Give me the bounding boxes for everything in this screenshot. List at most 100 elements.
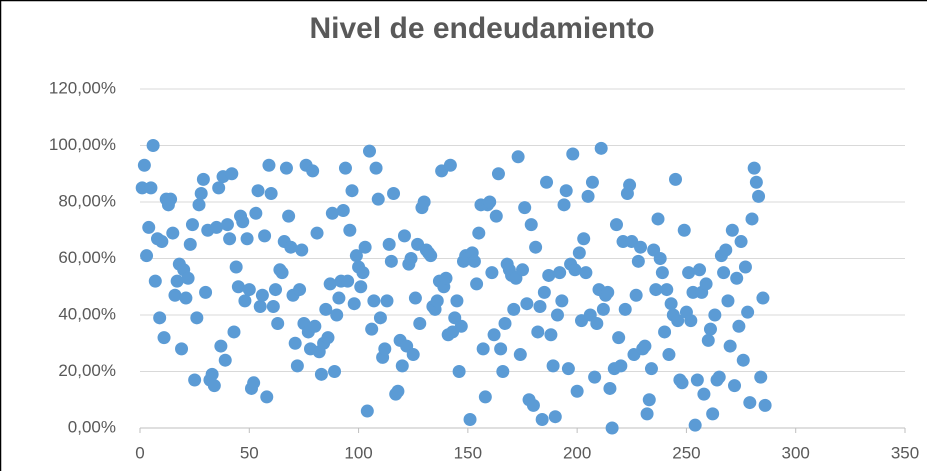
point <box>238 294 252 308</box>
point <box>634 240 648 254</box>
point <box>229 260 243 274</box>
point <box>293 283 307 297</box>
point <box>544 328 558 342</box>
point <box>533 300 547 314</box>
x-tick-label: 350 <box>891 443 919 462</box>
point <box>752 189 766 203</box>
point <box>185 218 199 232</box>
point <box>408 291 422 305</box>
point <box>629 288 643 302</box>
point <box>275 266 289 280</box>
point <box>601 285 615 299</box>
point <box>708 308 722 322</box>
point <box>658 325 672 339</box>
point <box>430 294 444 308</box>
point <box>365 322 379 336</box>
point <box>559 184 573 198</box>
point <box>537 285 551 299</box>
point <box>454 319 468 333</box>
point <box>701 333 715 347</box>
point <box>207 379 221 393</box>
point <box>140 249 154 263</box>
point <box>404 252 418 265</box>
point <box>146 139 160 152</box>
point <box>424 249 438 263</box>
point <box>712 370 726 384</box>
point <box>227 325 241 339</box>
point <box>730 271 744 285</box>
point <box>295 243 309 257</box>
point <box>148 274 162 288</box>
point <box>483 195 497 209</box>
point <box>463 413 477 427</box>
point <box>310 226 324 240</box>
point <box>561 362 575 376</box>
point <box>218 353 232 367</box>
point <box>262 158 276 172</box>
point <box>467 254 481 268</box>
point <box>758 398 772 412</box>
point <box>382 237 396 251</box>
point <box>443 158 457 172</box>
point <box>734 235 748 249</box>
point <box>450 294 464 308</box>
point <box>199 285 213 299</box>
point <box>566 147 580 161</box>
x-tick-label: 300 <box>782 443 810 462</box>
point <box>258 229 272 243</box>
point <box>288 336 302 350</box>
point <box>489 209 503 223</box>
point <box>269 283 283 297</box>
point <box>644 362 658 376</box>
point <box>728 379 742 393</box>
point <box>439 271 453 285</box>
point <box>155 235 169 249</box>
point <box>524 218 538 232</box>
point <box>736 353 750 367</box>
point <box>743 396 757 410</box>
point <box>725 223 739 237</box>
point <box>242 283 256 297</box>
y-tick-label: 0,00% <box>68 417 116 436</box>
point <box>662 348 676 362</box>
point <box>210 220 223 234</box>
chart-title: Nivel de endeudamiento <box>309 12 654 45</box>
point <box>603 381 617 395</box>
point <box>690 373 704 387</box>
point <box>478 390 492 404</box>
point <box>618 302 632 316</box>
point <box>328 365 342 378</box>
point <box>675 376 689 390</box>
point <box>638 339 652 353</box>
point <box>550 308 564 322</box>
point <box>677 223 691 237</box>
point <box>590 316 604 330</box>
point <box>596 302 610 316</box>
point <box>205 367 219 381</box>
point <box>214 339 228 353</box>
point <box>745 212 759 226</box>
point <box>319 302 333 316</box>
point <box>494 342 508 356</box>
point <box>347 297 361 311</box>
point <box>387 187 401 201</box>
point <box>655 266 669 280</box>
point <box>703 322 717 336</box>
point <box>188 373 202 387</box>
point <box>371 192 385 206</box>
point <box>693 263 707 277</box>
point <box>496 365 510 378</box>
point <box>306 164 320 178</box>
point <box>605 421 619 435</box>
point <box>747 161 761 175</box>
point <box>518 201 532 215</box>
point <box>360 404 374 418</box>
point <box>157 331 171 345</box>
point <box>413 316 427 330</box>
point <box>279 161 293 175</box>
point <box>183 237 197 251</box>
point <box>367 294 381 308</box>
point <box>417 195 431 209</box>
